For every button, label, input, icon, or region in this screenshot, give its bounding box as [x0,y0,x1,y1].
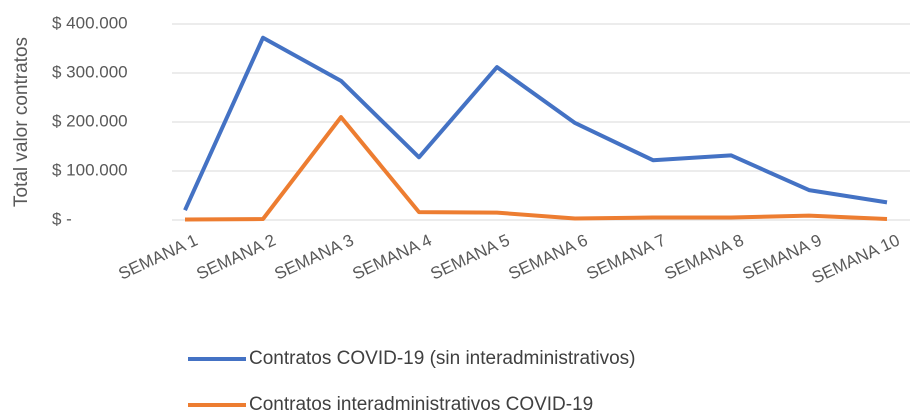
y-tick-label: $ - [52,209,72,228]
x-tick-label: SEMANA 5 [427,230,512,283]
x-tick-label: SEMANA 4 [349,230,434,283]
x-tick-label: SEMANA 3 [271,230,356,283]
y-axis-title: Total valor contratos [11,37,32,207]
y-tick-label: $ 300.000 [52,62,128,81]
y-tick-label: $ 100.000 [52,160,128,179]
x-tick-label: SEMANA 1 [115,230,200,283]
line-series [184,115,888,222]
legend-label: Contratos interadministrativos COVID-19 [249,394,593,415]
x-tick-label: SEMANA 8 [661,230,746,283]
legend-label: Contratos COVID-19 (sin interadministrat… [249,348,635,369]
x-tick-label: SEMANA 10 [809,230,903,287]
x-tick-label: SEMANA 7 [583,230,668,283]
y-tick-label: $ 200.000 [52,111,128,130]
x-tick-label: SEMANA 2 [193,230,278,283]
y-tick-label: $ 400.000 [52,13,128,32]
line-series [183,35,888,212]
x-tick-label: SEMANA 6 [505,230,590,283]
